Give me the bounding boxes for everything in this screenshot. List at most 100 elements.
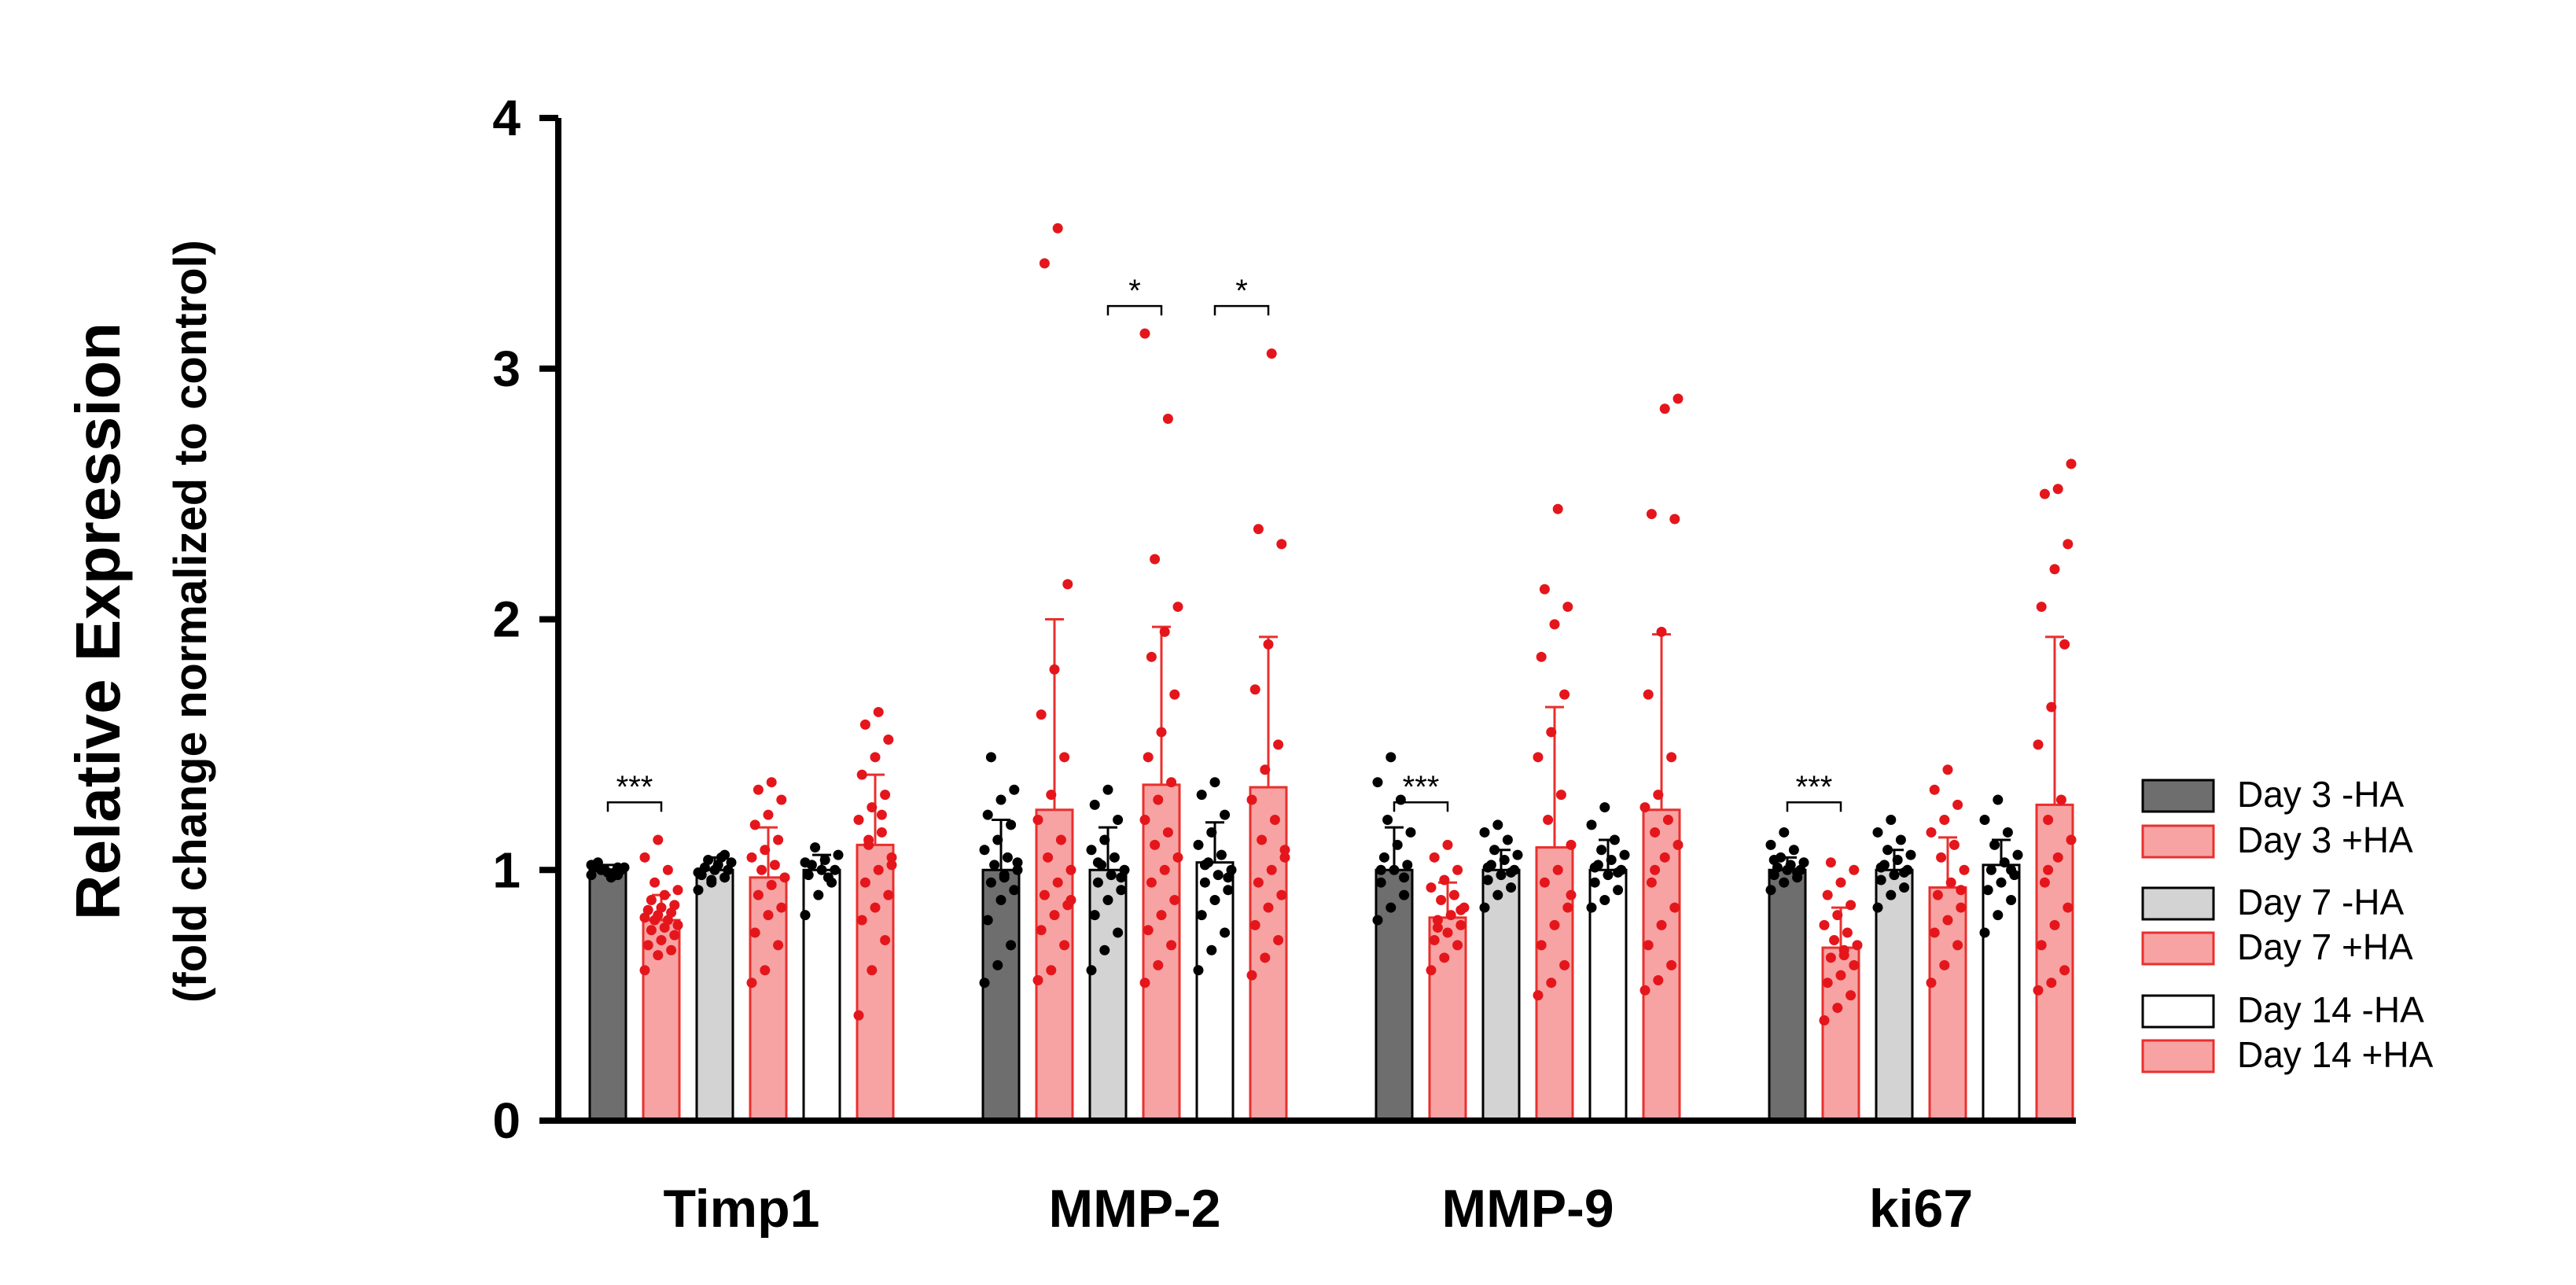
data-point: [1492, 819, 1503, 830]
data-point: [1052, 223, 1063, 234]
data-point: [1979, 815, 1990, 825]
data-point: [1662, 815, 1673, 825]
data-point: [863, 834, 874, 845]
data-point: [1533, 990, 1544, 1001]
data-point: [999, 872, 1010, 883]
data-point: [1139, 978, 1150, 989]
data-point: [766, 777, 777, 788]
data-point: [773, 834, 784, 845]
data-point: [1765, 885, 1776, 896]
data-point: [1106, 870, 1117, 881]
data-point: [763, 910, 774, 921]
data-point: [656, 902, 667, 913]
data-point: [1768, 855, 1779, 865]
data-point: [2049, 919, 2060, 930]
data-point: [760, 965, 771, 976]
legend-label: Day 7 -HA: [2237, 882, 2404, 922]
data-point: [1886, 889, 1897, 900]
data-point: [1442, 927, 1453, 938]
data-point: [746, 978, 757, 989]
data-point: [1952, 799, 1963, 810]
data-point: [753, 784, 764, 795]
significance-label: ***: [1403, 770, 1440, 805]
data-point: [2033, 739, 2044, 750]
significance-label: ***: [1796, 770, 1833, 805]
data-point: [1452, 940, 1463, 951]
data-point: [1669, 902, 1680, 913]
data-point: [1429, 935, 1440, 945]
data-point: [1162, 827, 1173, 838]
significance-label: *: [1235, 274, 1248, 308]
data-point: [1266, 864, 1277, 875]
data-point: [856, 915, 867, 926]
x-tick-label: Timp1: [663, 1179, 819, 1239]
data-point: [1059, 940, 1070, 951]
data-point: [1779, 877, 1790, 888]
data-point: [659, 889, 670, 900]
data-point: [1049, 910, 1060, 921]
data-point: [1875, 862, 1886, 873]
data-point: [599, 864, 610, 875]
data-point: [1849, 959, 1860, 970]
data-point: [2043, 815, 2054, 825]
data-point: [883, 889, 894, 900]
data-point: [1779, 827, 1790, 838]
data-point: [2039, 488, 2050, 499]
data-point: [1673, 393, 1684, 404]
data-point: [1046, 790, 1057, 801]
data-point: [1263, 902, 1274, 913]
data-point: [773, 940, 784, 951]
data-point: [2012, 849, 2023, 860]
data-point: [1257, 834, 1268, 845]
data-point: [2052, 484, 2063, 495]
data-point: [2063, 902, 2074, 913]
data-point: [1253, 877, 1264, 888]
data-point: [639, 965, 650, 976]
data-point: [830, 864, 841, 875]
data-point: [1659, 403, 1670, 414]
bar: [695, 868, 734, 1122]
data-point: [1455, 919, 1466, 930]
data-point: [1253, 524, 1264, 535]
data-point: [803, 870, 814, 881]
data-point: [1046, 965, 1057, 976]
data-point: [613, 870, 624, 881]
data-point: [1279, 845, 1290, 856]
data-point: [749, 927, 760, 938]
data-point: [1216, 849, 1227, 860]
data-point: [1932, 889, 1943, 900]
significance-bracket: [1106, 304, 1163, 316]
data-point: [1835, 877, 1846, 888]
data-point: [1279, 852, 1290, 863]
data-point: [1012, 864, 1023, 875]
data-point: [1249, 684, 1260, 695]
data-point: [1389, 864, 1400, 875]
data-point: [1375, 864, 1386, 875]
data-point: [776, 794, 787, 805]
bar: [1035, 808, 1074, 1122]
data-point: [1102, 784, 1113, 795]
data-point: [810, 842, 821, 853]
data-point: [672, 885, 683, 896]
data-point: [1065, 864, 1076, 875]
data-point: [1109, 852, 1120, 863]
data-point: [1899, 882, 1910, 893]
data-point: [886, 860, 897, 871]
data-point: [1666, 752, 1677, 763]
data-point: [669, 900, 680, 911]
data-point: [2006, 864, 2017, 875]
data-point: [870, 902, 881, 913]
data-point: [1489, 845, 1500, 856]
data-point: [749, 819, 760, 830]
data-point: [1055, 834, 1066, 845]
data-point: [1653, 790, 1664, 801]
data-point: [2066, 834, 2077, 845]
data-point: [1402, 860, 1413, 871]
data-point: [1169, 689, 1180, 700]
data-point: [642, 940, 653, 951]
data-point: [979, 845, 990, 856]
data-point: [1172, 602, 1183, 613]
data-point: [1926, 827, 1937, 838]
data-point: [1566, 839, 1577, 850]
data-point: [1143, 752, 1154, 763]
